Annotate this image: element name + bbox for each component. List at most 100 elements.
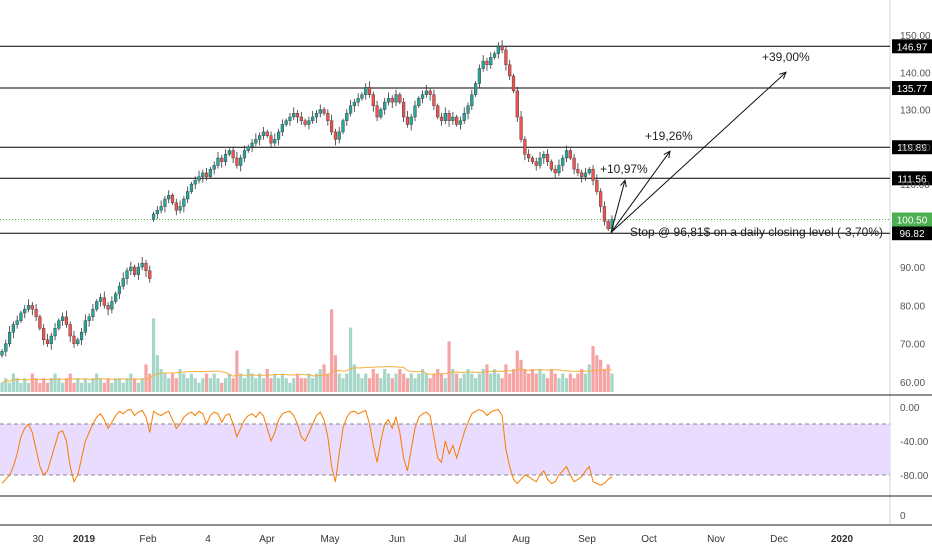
volume-bar (458, 378, 463, 392)
volume-layer (0, 309, 614, 392)
price-tick-label: 130.00 (900, 106, 931, 117)
candle-body (466, 105, 470, 114)
volume-bar (511, 369, 516, 392)
volume-bar (326, 373, 330, 392)
volume-bar (553, 373, 557, 392)
candle-body (38, 316, 42, 329)
volume-bar (79, 382, 84, 392)
candle-body (364, 86, 368, 95)
volume-bar (587, 364, 591, 392)
volume-bar (496, 373, 500, 392)
volume-bar (386, 373, 391, 392)
candle-body (49, 335, 53, 344)
level-badge-4 (892, 226, 932, 241)
volume-bar (420, 369, 425, 392)
candles-layer (0, 40, 614, 358)
volume-bar (356, 373, 360, 392)
volume-bar (477, 373, 481, 392)
candle-body (330, 120, 334, 133)
volume-bar (30, 373, 34, 392)
candle-body (451, 116, 455, 121)
candle-body (212, 165, 216, 170)
volume-bar (523, 369, 527, 392)
candle-body (428, 90, 432, 95)
volume-bar (500, 378, 504, 392)
volume-bar (606, 364, 610, 392)
level-label-1: 135.77 (897, 84, 928, 95)
volume-bar (110, 382, 114, 392)
projection-arrow-2 (610, 71, 787, 233)
time-tick-label: Oct (641, 534, 657, 545)
candle-body (163, 198, 167, 207)
candle-body (125, 270, 129, 279)
candle-body (345, 113, 349, 121)
volume-bar (314, 373, 319, 392)
price-tick-label: 60.00 (900, 378, 925, 389)
price-tick-label: 90.00 (900, 263, 925, 274)
volume-bar (239, 373, 243, 392)
candle-body (402, 101, 406, 118)
volume-bar (318, 369, 322, 392)
volume-bar (557, 378, 561, 392)
volume-bar (405, 378, 410, 392)
candle-body (45, 339, 50, 344)
candle-body (261, 131, 266, 136)
candle-body (144, 262, 148, 272)
candle-body (311, 116, 315, 121)
candle-body (182, 198, 186, 207)
candle-body (549, 161, 553, 170)
volume-bar (140, 378, 144, 392)
candle-body (572, 157, 576, 170)
annotation-layer: +10,97% +19,26% +39,00% Stop @ 96,81$ on a … (600, 50, 883, 239)
candle-body (102, 297, 106, 306)
candle-body (530, 157, 535, 162)
volume-bar (26, 382, 31, 392)
volume-bar (45, 382, 50, 392)
volume-bar (311, 378, 315, 392)
annotation-19-26: +19,26% (645, 129, 693, 143)
volume-bar (133, 378, 137, 392)
volume-bar (413, 378, 417, 392)
candle-body (19, 312, 23, 321)
volume-bar (235, 350, 239, 392)
volume-bar (341, 378, 345, 392)
candle-body (326, 113, 330, 121)
candle-body (273, 139, 277, 144)
volume-bar (265, 369, 269, 392)
candle-body (189, 183, 194, 192)
volume-bar (42, 378, 46, 392)
candle-body (307, 120, 311, 125)
volume-bar (242, 378, 247, 392)
candle-body (405, 116, 410, 125)
candle-body (23, 308, 27, 314)
volume-bar (345, 373, 349, 392)
volume-bar (330, 309, 334, 392)
volume-bar (303, 378, 307, 392)
candle-body (470, 94, 474, 107)
volume-bar (163, 373, 167, 392)
volume-bar (333, 355, 338, 392)
price-tick-label: 80.00 (900, 301, 925, 312)
candle-body (223, 154, 228, 162)
candle-body (481, 60, 485, 69)
candle-body (508, 64, 512, 77)
candle-body (477, 68, 481, 84)
candle-body (371, 94, 375, 107)
candle-body (114, 293, 118, 302)
annotation-10-97: +10,97% (600, 162, 648, 176)
volume-bar (481, 369, 485, 392)
candle-body (511, 75, 516, 92)
volume-bar (250, 373, 254, 392)
volume-ma-line (1, 365, 612, 384)
candle-body (72, 335, 76, 344)
volume-bar (549, 369, 553, 392)
volume-bar (292, 378, 296, 392)
volume-bar (151, 318, 156, 392)
candle-body (534, 161, 538, 166)
candle-body (591, 168, 595, 181)
volume-bar (307, 373, 311, 392)
candle-body (220, 157, 224, 162)
volume-bar (428, 378, 432, 392)
